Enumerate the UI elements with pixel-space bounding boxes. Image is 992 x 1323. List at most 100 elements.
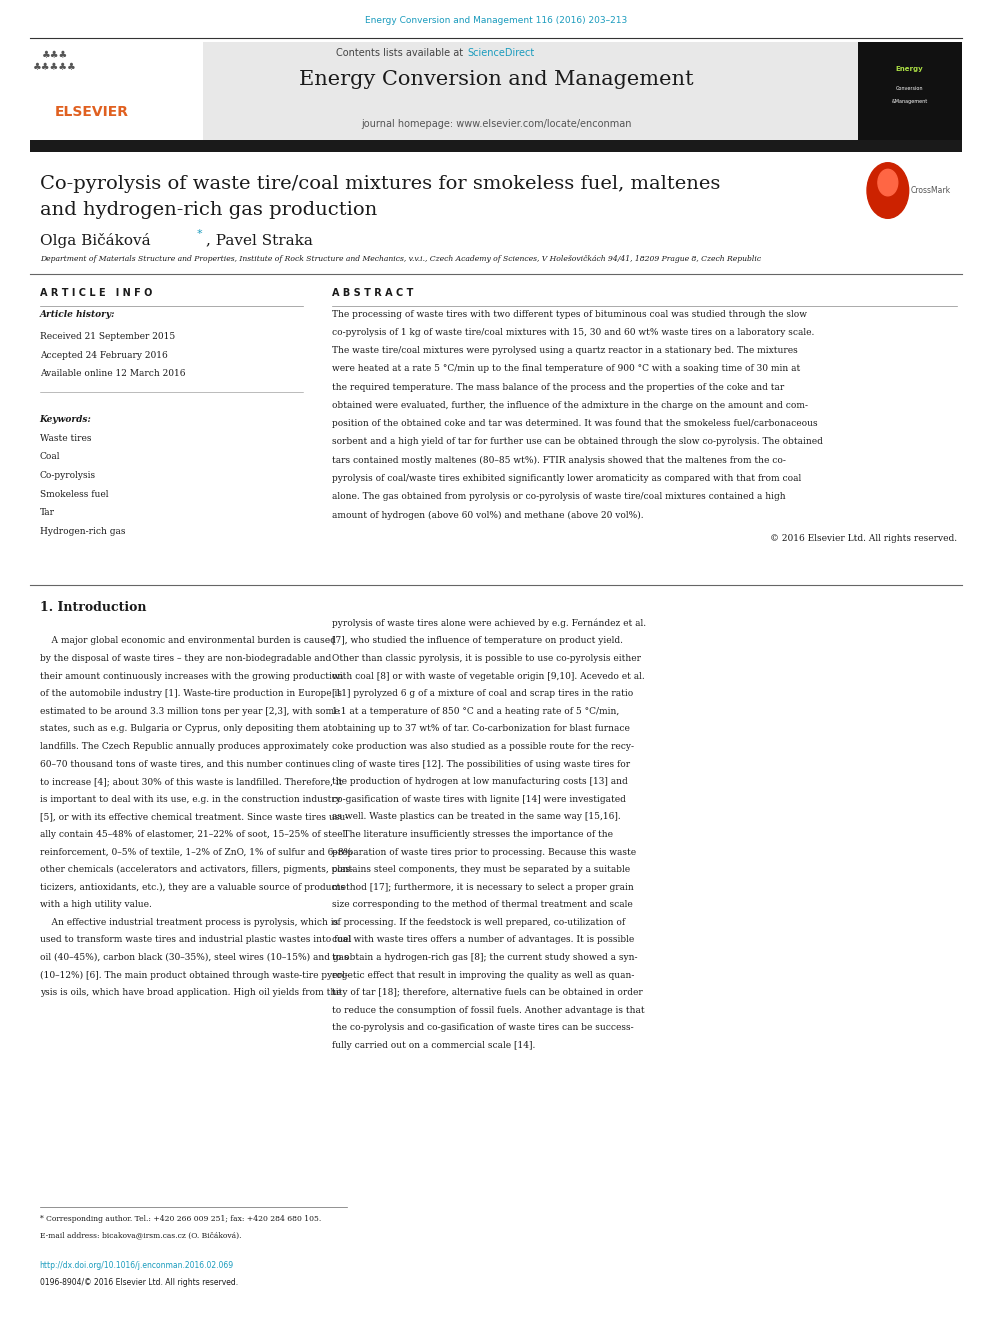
Text: and hydrogen-rich gas production: and hydrogen-rich gas production [40, 201, 377, 220]
Text: Conversion: Conversion [896, 86, 924, 91]
Text: ergetic effect that result in improving the quality as well as quan-: ergetic effect that result in improving … [332, 971, 635, 980]
Text: position of the obtained coke and tar was determined. It was found that the smok: position of the obtained coke and tar wa… [332, 419, 818, 429]
Text: obtained were evaluated, further, the influence of the admixture in the charge o: obtained were evaluated, further, the in… [332, 401, 808, 410]
Text: A major global economic and environmental burden is caused: A major global economic and environmenta… [40, 636, 335, 646]
Text: © 2016 Elsevier Ltd. All rights reserved.: © 2016 Elsevier Ltd. All rights reserved… [770, 534, 957, 542]
Text: is important to deal with its use, e.g. in the construction industry: is important to deal with its use, e.g. … [40, 795, 340, 804]
Text: Keywords:: Keywords: [40, 415, 91, 425]
Text: 0196-8904/© 2016 Elsevier Ltd. All rights reserved.: 0196-8904/© 2016 Elsevier Ltd. All right… [40, 1278, 238, 1287]
Text: ♣♣♣
♣♣♣♣♣: ♣♣♣ ♣♣♣♣♣ [33, 50, 76, 71]
Text: pyrolysis of coal/waste tires exhibited significantly lower aromaticity as compa: pyrolysis of coal/waste tires exhibited … [332, 474, 802, 483]
Text: co-gasification of waste tires with lignite [14] were investigated: co-gasification of waste tires with lign… [332, 795, 626, 804]
Text: the production of hydrogen at low manufacturing costs [13] and: the production of hydrogen at low manufa… [332, 777, 628, 786]
Text: size corresponding to the method of thermal treatment and scale: size corresponding to the method of ther… [332, 900, 633, 909]
Text: 1:1 at a temperature of 850 °C and a heating rate of 5 °C/min,: 1:1 at a temperature of 850 °C and a hea… [332, 706, 620, 716]
Text: fully carried out on a commercial scale [14].: fully carried out on a commercial scale … [332, 1041, 536, 1050]
Circle shape [878, 169, 898, 196]
Text: sorbent and a high yield of tar for further use can be obtained through the slow: sorbent and a high yield of tar for furt… [332, 438, 823, 446]
FancyBboxPatch shape [858, 42, 962, 142]
Text: with coal [8] or with waste of vegetable origin [9,10]. Acevedo et al.: with coal [8] or with waste of vegetable… [332, 672, 645, 680]
Text: states, such as e.g. Bulgaria or Cyprus, only depositing them at: states, such as e.g. Bulgaria or Cyprus,… [40, 724, 331, 733]
Text: Energy: Energy [896, 66, 924, 73]
Text: pyrolysis of waste tires alone were achieved by e.g. Fernández et al.: pyrolysis of waste tires alone were achi… [332, 619, 647, 628]
Text: ticizers, antioxidants, etc.), they are a valuable source of products: ticizers, antioxidants, etc.), they are … [40, 882, 344, 892]
Text: used to transform waste tires and industrial plastic wastes into fuel: used to transform waste tires and indust… [40, 935, 351, 945]
Text: A R T I C L E   I N F O: A R T I C L E I N F O [40, 288, 152, 299]
Text: of the automobile industry [1]. Waste-tire production in Europe is: of the automobile industry [1]. Waste-ti… [40, 689, 341, 699]
Text: landfills. The Czech Republic annually produces approximately: landfills. The Czech Republic annually p… [40, 742, 328, 751]
Text: Department of Materials Structure and Properties, Institute of Rock Structure an: Department of Materials Structure and Pr… [40, 255, 761, 263]
FancyBboxPatch shape [30, 42, 203, 142]
Text: http://dx.doi.org/10.1016/j.enconman.2016.02.069: http://dx.doi.org/10.1016/j.enconman.201… [40, 1261, 234, 1270]
Text: An effective industrial treatment process is pyrolysis, which is: An effective industrial treatment proces… [40, 918, 338, 927]
Text: Energy Conversion and Management: Energy Conversion and Management [299, 70, 693, 89]
Text: tity of tar [18]; therefore, alternative fuels can be obtained in order: tity of tar [18]; therefore, alternative… [332, 988, 643, 998]
Text: co-pyrolysis of 1 kg of waste tire/coal mixtures with 15, 30 and 60 wt% waste ti: co-pyrolysis of 1 kg of waste tire/coal … [332, 328, 814, 337]
Text: Coal: Coal [40, 452, 61, 462]
Text: ysis is oils, which have broad application. High oil yields from the: ysis is oils, which have broad applicati… [40, 988, 341, 998]
Text: Olga Bičáková: Olga Bičáková [40, 233, 151, 247]
Text: method [17]; furthermore, it is necessary to select a proper grain: method [17]; furthermore, it is necessar… [332, 882, 634, 892]
Text: Tar: Tar [40, 508, 55, 517]
Text: A B S T R A C T: A B S T R A C T [332, 288, 414, 299]
Text: journal homepage: www.elsevier.com/locate/enconman: journal homepage: www.elsevier.com/locat… [361, 119, 631, 130]
Text: alone. The gas obtained from pyrolysis or co-pyrolysis of waste tire/coal mixtur: alone. The gas obtained from pyrolysis o… [332, 492, 786, 501]
Text: Co-pyrolysis: Co-pyrolysis [40, 471, 96, 480]
Text: by the disposal of waste tires – they are non-biodegradable and: by the disposal of waste tires – they ar… [40, 654, 331, 663]
Text: contains steel components, they must be separated by a suitable: contains steel components, they must be … [332, 865, 631, 875]
Text: The processing of waste tires with two different types of bituminous coal was st: The processing of waste tires with two d… [332, 310, 807, 319]
Text: Co-pyrolysis of waste tire/coal mixtures for smokeless fuel, maltenes: Co-pyrolysis of waste tire/coal mixtures… [40, 175, 720, 193]
Text: &Management: &Management [892, 99, 928, 105]
Text: * Corresponding author. Tel.: +420 266 009 251; fax: +420 284 680 105.: * Corresponding author. Tel.: +420 266 0… [40, 1215, 321, 1222]
Text: to reduce the consumption of fossil fuels. Another advantage is that: to reduce the consumption of fossil fuel… [332, 1005, 645, 1015]
Text: of processing. If the feedstock is well prepared, co-utilization of: of processing. If the feedstock is well … [332, 918, 625, 927]
Text: amount of hydrogen (above 60 vol%) and methane (above 20 vol%).: amount of hydrogen (above 60 vol%) and m… [332, 511, 644, 520]
Text: reinforcement, 0–5% of textile, 1–2% of ZnO, 1% of sulfur and 6–8%: reinforcement, 0–5% of textile, 1–2% of … [40, 848, 352, 856]
FancyBboxPatch shape [30, 42, 962, 142]
Text: E-mail address: bicakova@irsm.cas.cz (O. Bičáková).: E-mail address: bicakova@irsm.cas.cz (O.… [40, 1232, 241, 1240]
Text: Smokeless fuel: Smokeless fuel [40, 490, 108, 499]
Text: 1. Introduction: 1. Introduction [40, 601, 146, 614]
Circle shape [867, 163, 909, 218]
Text: with a high utility value.: with a high utility value. [40, 900, 152, 909]
Text: Accepted 24 February 2016: Accepted 24 February 2016 [40, 351, 168, 360]
Text: ScienceDirect: ScienceDirect [467, 48, 535, 58]
Text: the co-pyrolysis and co-gasification of waste tires can be success-: the co-pyrolysis and co-gasification of … [332, 1024, 634, 1032]
Text: Contents lists available at: Contents lists available at [336, 48, 466, 58]
Text: to obtain a hydrogen-rich gas [8]; the current study showed a syn-: to obtain a hydrogen-rich gas [8]; the c… [332, 953, 638, 962]
Text: coke production was also studied as a possible route for the recy-: coke production was also studied as a po… [332, 742, 634, 751]
Text: ally contain 45–48% of elastomer, 21–22% of soot, 15–25% of steel: ally contain 45–48% of elastomer, 21–22%… [40, 830, 345, 839]
Text: Available online 12 March 2016: Available online 12 March 2016 [40, 369, 186, 378]
Text: estimated to be around 3.3 million tons per year [2,3], with some: estimated to be around 3.3 million tons … [40, 706, 339, 716]
Text: Hydrogen-rich gas: Hydrogen-rich gas [40, 527, 125, 536]
Text: (10–12%) [6]. The main product obtained through waste-tire pyrol-: (10–12%) [6]. The main product obtained … [40, 971, 347, 980]
Text: were heated at a rate 5 °C/min up to the final temperature of 900 °C with a soak: were heated at a rate 5 °C/min up to the… [332, 364, 801, 373]
Text: to increase [4]; about 30% of this waste is landfilled. Therefore, it: to increase [4]; about 30% of this waste… [40, 777, 342, 786]
Text: The waste tire/coal mixtures were pyrolysed using a quartz reactor in a stationa: The waste tire/coal mixtures were pyroly… [332, 347, 799, 355]
Text: preparation of waste tires prior to processing. Because this waste: preparation of waste tires prior to proc… [332, 848, 637, 856]
Text: coal with waste tires offers a number of advantages. It is possible: coal with waste tires offers a number of… [332, 935, 635, 945]
Text: as well. Waste plastics can be treated in the same way [15,16].: as well. Waste plastics can be treated i… [332, 812, 621, 822]
Text: CrossMark: CrossMark [911, 187, 950, 194]
Text: ELSEVIER: ELSEVIER [55, 105, 129, 119]
Text: oil (40–45%), carbon black (30–35%), steel wires (10–15%) and gas: oil (40–45%), carbon black (30–35%), ste… [40, 953, 348, 962]
Text: other chemicals (accelerators and activators, fillers, pigments, plas-: other chemicals (accelerators and activa… [40, 865, 353, 875]
Text: Received 21 September 2015: Received 21 September 2015 [40, 332, 175, 341]
Text: Article history:: Article history: [40, 310, 115, 319]
Text: the required temperature. The mass balance of the process and the properties of : the required temperature. The mass balan… [332, 382, 785, 392]
Text: [11] pyrolyzed 6 g of a mixture of coal and scrap tires in the ratio: [11] pyrolyzed 6 g of a mixture of coal … [332, 689, 634, 699]
Text: 60–70 thousand tons of waste tires, and this number continues: 60–70 thousand tons of waste tires, and … [40, 759, 329, 769]
Text: cling of waste tires [12]. The possibilities of using waste tires for: cling of waste tires [12]. The possibili… [332, 759, 631, 769]
Text: [5], or with its effective chemical treatment. Since waste tires usu-: [5], or with its effective chemical trea… [40, 812, 348, 822]
Text: Other than classic pyrolysis, it is possible to use co-pyrolysis either: Other than classic pyrolysis, it is poss… [332, 654, 641, 663]
Text: obtaining up to 37 wt% of tar. Co-carbonization for blast furnace: obtaining up to 37 wt% of tar. Co-carbon… [332, 724, 630, 733]
Text: The literature insufficiently stresses the importance of the: The literature insufficiently stresses t… [332, 830, 613, 839]
Text: Energy Conversion and Management 116 (2016) 203–213: Energy Conversion and Management 116 (20… [365, 16, 627, 25]
Text: Waste tires: Waste tires [40, 434, 91, 443]
Text: their amount continuously increases with the growing production: their amount continuously increases with… [40, 672, 343, 680]
Text: [7], who studied the influence of temperature on product yield.: [7], who studied the influence of temper… [332, 636, 623, 646]
Text: tars contained mostly maltenes (80–85 wt%). FTIR analysis showed that the malten: tars contained mostly maltenes (80–85 wt… [332, 455, 787, 464]
Text: , Pavel Straka: , Pavel Straka [206, 233, 313, 247]
FancyBboxPatch shape [30, 140, 962, 152]
Text: *: * [196, 229, 202, 239]
